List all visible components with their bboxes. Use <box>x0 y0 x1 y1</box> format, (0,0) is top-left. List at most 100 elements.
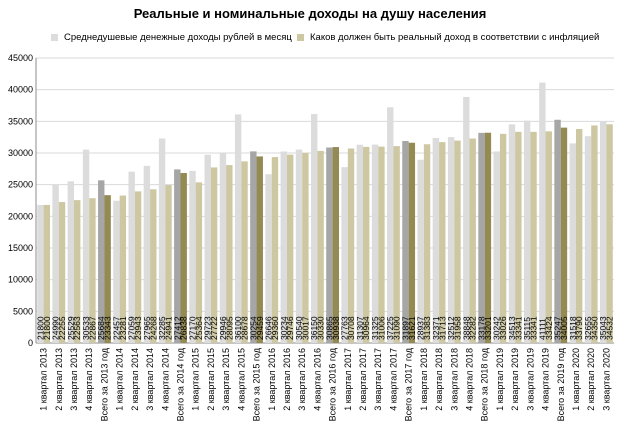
bar-inflation <box>134 191 142 343</box>
data-label: 31713 <box>437 316 447 340</box>
data-label: 33201 <box>483 316 493 340</box>
x-tick-label: 2 квартал 2019 <box>510 348 520 411</box>
data-label: 33341 <box>529 316 539 340</box>
data-label: 36100 <box>233 316 243 340</box>
data-label: 41111 <box>537 318 547 340</box>
bar-inflation <box>43 204 51 343</box>
data-label: 30330 <box>316 316 326 340</box>
x-tick-label: 3 квартал 2014 <box>145 348 155 411</box>
bar-income <box>387 107 394 343</box>
x-tick-label: 1 квартал 2019 <box>495 348 505 411</box>
x-tick-label: 1 квартал 2016 <box>267 348 277 411</box>
bar-inflation <box>89 198 96 343</box>
bar-inflation <box>150 189 157 343</box>
data-label: 34005 <box>559 316 569 340</box>
data-label: 33424 <box>544 316 554 340</box>
bar-inflation <box>302 152 309 343</box>
data-label: 28678 <box>240 316 250 340</box>
bar-inflation <box>271 157 279 343</box>
data-label: 30533 <box>81 316 91 340</box>
bar-inflation <box>363 146 370 343</box>
data-label: 27965 <box>142 316 152 340</box>
bar-inflation <box>545 131 552 343</box>
x-tick-label: 2 квартал 2015 <box>206 348 216 411</box>
bar-inflation <box>165 185 172 343</box>
data-label: 36150 <box>309 316 319 340</box>
bar-inflation <box>499 133 507 343</box>
x-tick-label: 1 квартал 2013 <box>39 348 49 411</box>
x-tick-label: 3 квартал 2017 <box>373 348 383 411</box>
y-tick-label: 10000 <box>8 275 33 285</box>
data-label: 31090 <box>392 316 402 340</box>
bar-income <box>402 140 409 343</box>
data-label: 37225 <box>385 316 395 340</box>
data-label: 22457 <box>111 316 121 340</box>
data-label: 26838 <box>179 316 189 340</box>
data-label: 31518 <box>568 316 578 340</box>
data-label: 23943 <box>133 316 143 340</box>
data-label: 21800 <box>42 316 52 340</box>
bar-income <box>508 124 516 343</box>
data-label: 30242 <box>492 316 502 340</box>
x-tick-label: 4 квартал 2019 <box>541 348 551 411</box>
bar-inflation <box>575 128 583 343</box>
data-label: 28095 <box>224 316 234 340</box>
x-tick-label: 2 квартал 2020 <box>586 348 596 411</box>
data-label: 24990 <box>51 316 61 340</box>
bar-income <box>493 151 500 343</box>
data-label: 25529 <box>66 316 76 340</box>
bar-inflation <box>347 148 355 343</box>
data-label: 27763 <box>340 316 350 340</box>
bar-inflation <box>180 173 187 343</box>
y-tick-label: 30000 <box>8 148 33 158</box>
data-label: 23343 <box>103 316 113 340</box>
data-label: 31383 <box>422 316 432 340</box>
bar-income <box>599 121 607 343</box>
bar-inflation <box>606 124 613 343</box>
data-label: 30865 <box>324 316 334 340</box>
data-label: 22563 <box>72 316 82 340</box>
bar-inflation <box>332 147 340 343</box>
bar-income <box>280 151 287 343</box>
data-label: 33178 <box>477 316 487 340</box>
x-tick-label: 4 квартал 2015 <box>236 348 246 411</box>
data-label: 27412 <box>172 316 182 340</box>
bar-inflation <box>378 146 385 343</box>
data-label: 30540 <box>294 316 304 340</box>
data-label: 21800 <box>35 316 45 340</box>
data-label: 30708 <box>346 316 356 340</box>
data-label: 23281 <box>118 316 128 340</box>
data-label: 25684 <box>96 316 106 340</box>
bar-income <box>52 184 59 343</box>
bar-inflation <box>286 154 294 343</box>
data-label: 27722 <box>209 316 219 340</box>
bar-inflation <box>210 167 218 343</box>
data-label: 33790 <box>574 316 584 340</box>
x-tick-label: Всего за 2019 год <box>556 347 566 421</box>
x-tick-label: Всего за 2013 год <box>99 347 109 421</box>
bar-income <box>189 170 196 343</box>
y-tick-label: 35000 <box>8 116 33 126</box>
data-label: 30254 <box>248 316 258 340</box>
bar-income <box>234 114 242 343</box>
bar-income <box>523 120 531 343</box>
data-label: 24268 <box>148 316 158 340</box>
bar-inflation <box>530 131 537 343</box>
data-label: 29723 <box>203 316 213 340</box>
data-label: 24941 <box>163 316 173 340</box>
data-label: 27059 <box>127 316 137 340</box>
y-tick-label: 5000 <box>13 306 33 316</box>
bar-inflation <box>317 150 324 343</box>
bar-income <box>371 144 379 343</box>
x-tick-label: 4 квартал 2013 <box>84 348 94 411</box>
bar-inflation <box>74 200 81 343</box>
x-tick-label: Всего за 2016 год <box>328 347 338 421</box>
data-label: 28937 <box>416 316 426 340</box>
bar-income <box>356 144 364 343</box>
data-label: 33026 <box>498 316 508 340</box>
x-tick-label: 1 квартал 2020 <box>571 348 581 411</box>
bar-income <box>569 143 576 343</box>
data-label: 31897 <box>400 316 410 340</box>
bar-inflation <box>241 161 248 343</box>
